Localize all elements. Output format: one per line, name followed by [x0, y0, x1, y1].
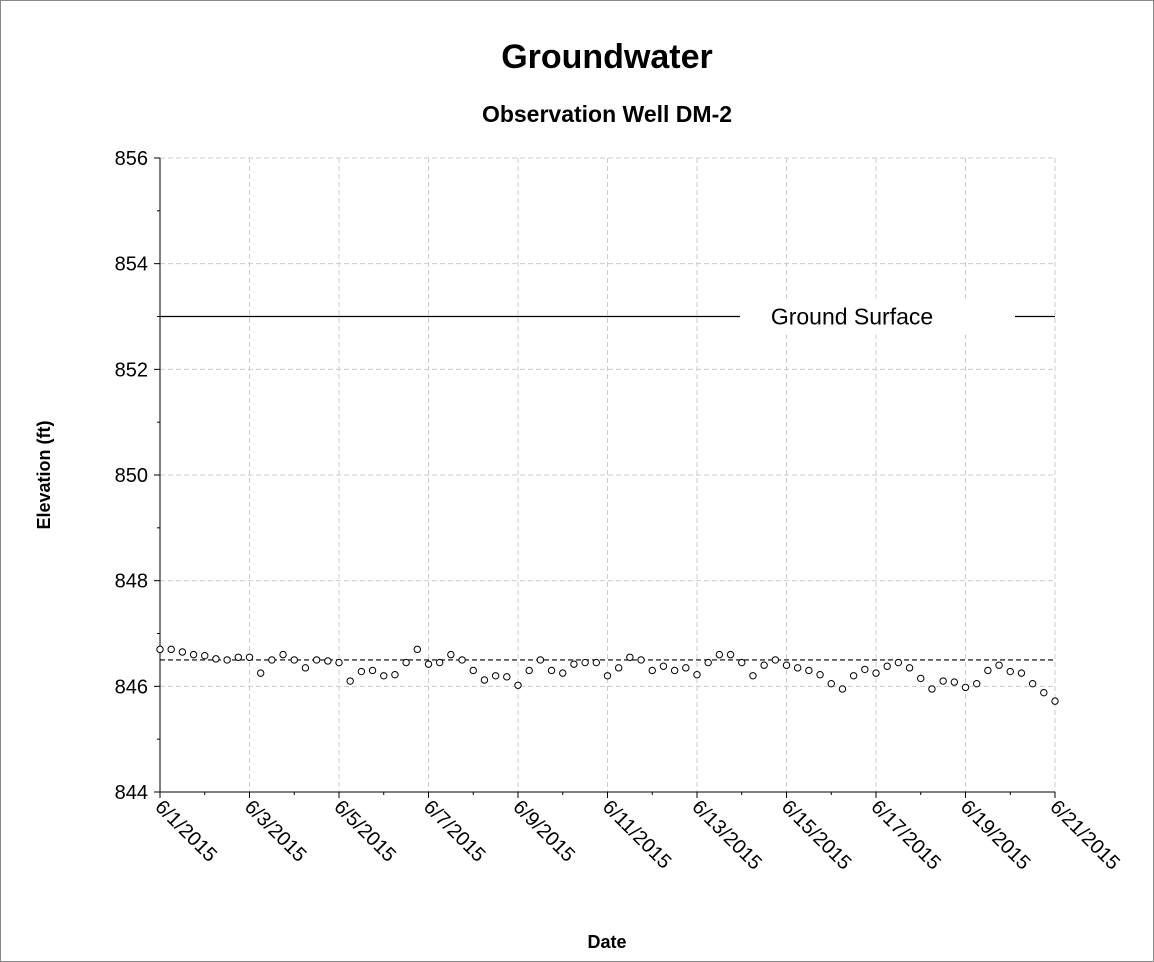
data-point	[491, 672, 500, 680]
y-tick-label: 848	[115, 571, 148, 593]
data-point	[838, 685, 847, 693]
data-point	[704, 658, 712, 667]
y-tick-label: 846	[115, 676, 148, 698]
data-point	[805, 666, 813, 675]
data-point	[1006, 667, 1014, 676]
data-point	[782, 661, 791, 669]
data-point	[256, 669, 265, 677]
data-point	[525, 666, 533, 675]
data-point	[771, 656, 780, 664]
data-point	[312, 656, 321, 664]
data-point	[245, 653, 254, 661]
data-point	[793, 664, 802, 672]
data-point	[905, 664, 914, 672]
data-point	[995, 661, 1003, 669]
data-point	[592, 658, 601, 667]
x-axis-label: Date	[587, 932, 626, 952]
data-point	[1051, 697, 1059, 705]
data-point	[849, 672, 858, 680]
data-point	[156, 645, 164, 654]
data-point	[939, 677, 947, 685]
data-point	[503, 673, 511, 681]
reference-label-bg	[740, 298, 1015, 335]
data-point	[928, 685, 936, 693]
data-point	[670, 666, 679, 675]
data-point	[1017, 669, 1026, 677]
reference-label: Ground Surface	[771, 304, 933, 330]
data-point	[413, 645, 422, 654]
data-point	[447, 650, 455, 659]
data-point	[682, 664, 690, 672]
data-point	[391, 671, 399, 679]
data-point	[626, 653, 634, 661]
data-point	[189, 650, 198, 659]
data-point	[570, 660, 578, 668]
data-point	[435, 658, 444, 667]
data-point	[536, 656, 545, 664]
data-point	[883, 662, 891, 670]
data-point	[268, 656, 276, 664]
data-point	[380, 672, 388, 680]
data-point	[760, 661, 768, 669]
y-tick-label: 850	[115, 465, 148, 487]
data-point	[715, 650, 724, 659]
data-point	[1040, 688, 1048, 697]
data-point	[469, 666, 477, 675]
data-point	[201, 651, 209, 660]
data-point	[581, 658, 589, 667]
data-point	[324, 657, 332, 665]
data-point	[212, 655, 220, 663]
data-point	[648, 666, 656, 675]
data-point	[972, 679, 981, 688]
data-point	[547, 666, 556, 675]
chart-title: Groundwater	[501, 38, 713, 76]
y-tick-label: 844	[115, 782, 148, 804]
data-point	[603, 672, 612, 680]
data-point	[872, 669, 880, 677]
data-point	[950, 678, 959, 686]
y-axis-label: Elevation (ft)	[34, 420, 54, 529]
data-point	[357, 667, 366, 676]
data-point	[614, 664, 623, 672]
data-point	[402, 658, 410, 667]
y-tick-label: 852	[115, 359, 148, 381]
data-point	[167, 645, 175, 654]
data-point	[480, 676, 489, 684]
data-point	[458, 656, 466, 664]
data-point	[559, 669, 567, 677]
data-point	[659, 662, 668, 670]
data-point	[223, 656, 231, 664]
data-point	[961, 683, 970, 692]
data-point	[1028, 679, 1037, 688]
y-tick-label: 856	[115, 148, 148, 170]
data-point	[749, 672, 757, 680]
y-tick-label: 854	[115, 254, 148, 276]
data-point	[726, 650, 735, 659]
data-point	[368, 666, 377, 675]
data-point	[514, 681, 522, 689]
data-point	[917, 674, 925, 683]
data-point	[637, 656, 645, 664]
data-point	[178, 648, 187, 656]
data-point	[984, 666, 992, 675]
data-point	[234, 653, 243, 661]
data-point	[290, 656, 298, 664]
data-point	[279, 650, 287, 659]
data-point	[861, 665, 869, 674]
data-point	[894, 658, 903, 667]
data-point	[335, 658, 343, 667]
data-point	[816, 671, 824, 679]
data-point	[424, 660, 433, 668]
data-point	[693, 671, 701, 679]
data-point	[346, 677, 354, 685]
data-point	[738, 658, 746, 667]
data-point	[301, 664, 310, 672]
data-point	[827, 679, 835, 688]
chart-subtitle: Observation Well DM-2	[482, 101, 732, 127]
